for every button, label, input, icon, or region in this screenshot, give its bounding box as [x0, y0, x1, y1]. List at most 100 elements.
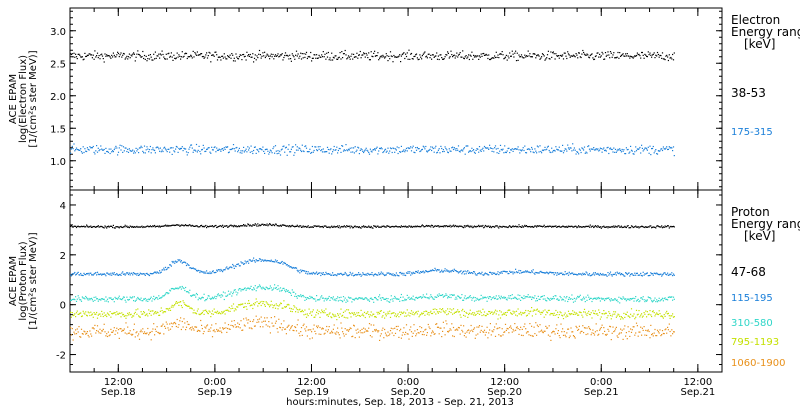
- data-point: [267, 54, 269, 56]
- data-point: [437, 295, 439, 297]
- data-point: [177, 151, 179, 153]
- data-point: [234, 324, 236, 326]
- data-point: [170, 306, 172, 308]
- data-point: [521, 297, 523, 299]
- data-point: [327, 297, 329, 299]
- data-point: [416, 57, 418, 59]
- data-point: [330, 274, 332, 276]
- data-point: [375, 316, 377, 318]
- data-point: [400, 226, 402, 228]
- data-point: [136, 225, 138, 227]
- data-point: [96, 55, 98, 57]
- data-point: [503, 152, 505, 154]
- data-point: [368, 300, 371, 302]
- data-point: [282, 59, 284, 61]
- data-point: [216, 226, 219, 228]
- data-point: [327, 226, 329, 228]
- data-point: [289, 151, 291, 153]
- data-point: [490, 147, 492, 149]
- data-point: [458, 150, 460, 152]
- data-point: [484, 334, 486, 336]
- data-point: [134, 336, 136, 338]
- data-point: [536, 152, 538, 154]
- data-point: [155, 272, 157, 274]
- data-point: [385, 334, 387, 336]
- data-point: [110, 297, 112, 299]
- data-point: [583, 273, 585, 276]
- data-point: [316, 225, 318, 228]
- data-point: [539, 225, 541, 227]
- data-point: [154, 149, 156, 152]
- data-point: [80, 312, 82, 314]
- data-point: [402, 331, 404, 334]
- data-point: [375, 328, 377, 331]
- data-point: [520, 149, 522, 151]
- data-point: [77, 225, 79, 227]
- data-point: [494, 55, 496, 57]
- data-point: [225, 267, 227, 269]
- data-point: [248, 223, 250, 226]
- data-point: [84, 313, 86, 315]
- data-point: [311, 311, 313, 313]
- data-point: [612, 299, 614, 301]
- data-point: [485, 225, 487, 227]
- data-point: [274, 261, 276, 263]
- data-point: [450, 271, 452, 273]
- data-point: [96, 52, 99, 54]
- data-point: [386, 335, 388, 337]
- data-point: [122, 226, 125, 228]
- data-point: [474, 226, 476, 228]
- data-point: [534, 225, 536, 227]
- data-point: [261, 223, 263, 225]
- data-point: [646, 272, 648, 274]
- data-point: [99, 273, 101, 275]
- data-point: [243, 287, 245, 290]
- data-point: [305, 225, 307, 228]
- data-point: [546, 225, 549, 227]
- data-point: [523, 271, 525, 273]
- data-point: [328, 226, 330, 228]
- data-point: [364, 297, 366, 299]
- data-point: [255, 224, 257, 226]
- data-point: [280, 290, 282, 292]
- data-point: [253, 146, 256, 148]
- data-point: [453, 335, 455, 338]
- data-point: [137, 50, 139, 52]
- data-point: [304, 299, 306, 301]
- data-point: [509, 326, 511, 328]
- data-point: [319, 56, 321, 58]
- data-point: [370, 273, 372, 276]
- data-point: [514, 148, 516, 150]
- data-point: [212, 54, 214, 56]
- data-point: [253, 304, 256, 306]
- data-point: [552, 225, 554, 227]
- data-point: [625, 272, 627, 274]
- y-axis-label-line: log(Proton Flux): [18, 241, 29, 320]
- data-point: [421, 148, 423, 150]
- data-point: [553, 312, 555, 314]
- data-point: [507, 55, 509, 57]
- data-point: [355, 150, 357, 153]
- data-point: [620, 316, 622, 318]
- data-point: [211, 149, 214, 151]
- data-point: [167, 308, 169, 310]
- data-point: [563, 274, 565, 276]
- data-point: [158, 226, 160, 228]
- data-point: [424, 226, 426, 228]
- data-point: [494, 273, 497, 275]
- data-point: [425, 270, 427, 272]
- data-point: [121, 145, 123, 147]
- data-point: [330, 148, 332, 150]
- data-point: [437, 225, 439, 227]
- data-point: [603, 58, 605, 60]
- data-point: [295, 311, 297, 313]
- data-point: [494, 309, 497, 311]
- data-point: [502, 297, 504, 299]
- data-point: [594, 225, 596, 227]
- data-point: [88, 225, 90, 228]
- data-point: [470, 324, 472, 327]
- data-point: [292, 308, 294, 310]
- data-point: [501, 51, 503, 53]
- data-point: [561, 299, 563, 301]
